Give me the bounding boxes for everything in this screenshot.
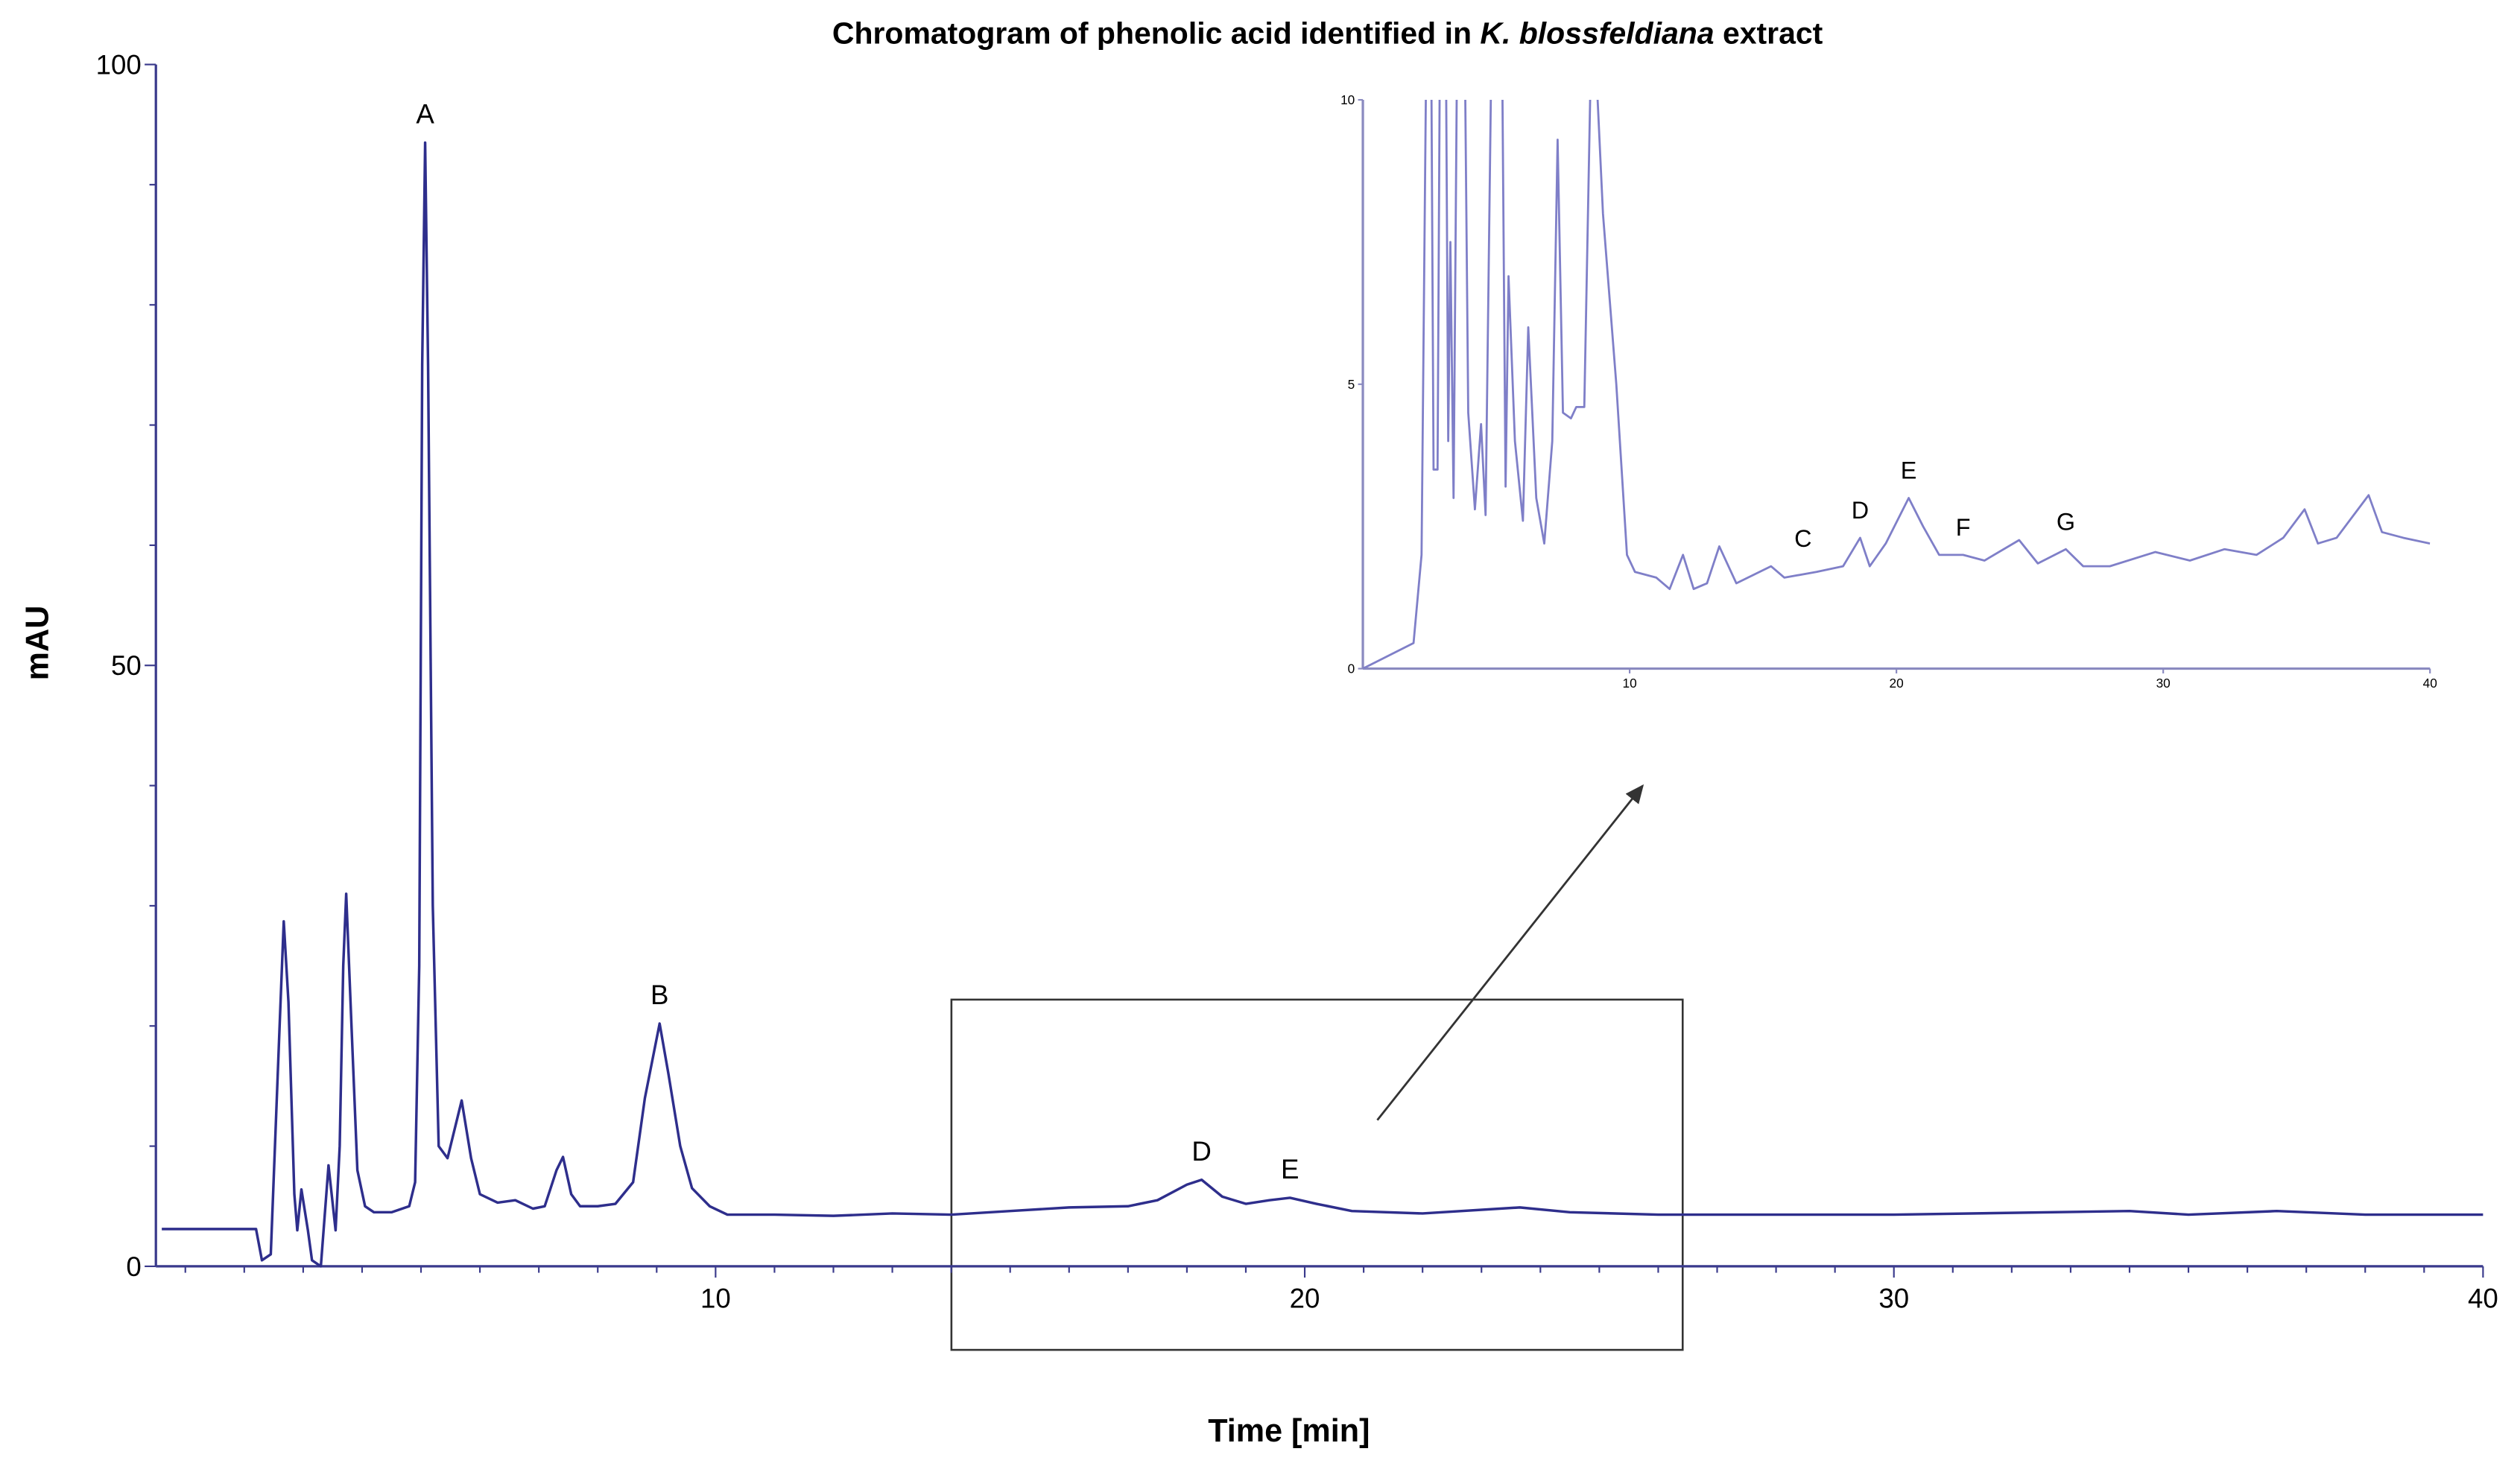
x-tick-label: 30 xyxy=(1878,1283,1909,1313)
y-tick-label: 100 xyxy=(96,49,142,80)
y-tick-label: 0 xyxy=(126,1251,141,1282)
x-tick-label: 40 xyxy=(2468,1283,2498,1313)
peak-label: E xyxy=(1901,457,1917,484)
x-tick-label: 10 xyxy=(1622,676,1636,691)
y-tick-label: 5 xyxy=(1348,377,1355,392)
y-tick-label: 10 xyxy=(1340,92,1355,107)
trace-line xyxy=(1363,100,2431,669)
peak-label: D xyxy=(1191,1136,1211,1167)
y-tick-label: 0 xyxy=(1348,661,1355,676)
x-tick-label: 20 xyxy=(1890,676,1904,691)
chart-title: Chromatogram of phenolic acid identified… xyxy=(832,16,1823,51)
title-species: K. blossfeldiana xyxy=(1480,16,1714,51)
peak-label: D xyxy=(1852,497,1869,524)
peak-label: E xyxy=(1281,1154,1299,1184)
y-tick-label: 50 xyxy=(111,650,142,681)
x-tick-label: 20 xyxy=(1290,1283,1320,1313)
peak-label: G xyxy=(2057,508,2075,535)
peak-label: F xyxy=(1956,514,1971,541)
zoom-box xyxy=(950,998,1684,1351)
y-axis-label: mAU xyxy=(20,606,56,681)
peak-label: B xyxy=(650,980,668,1010)
trace-line xyxy=(162,141,2483,1268)
zoom-arrow xyxy=(1376,784,1644,1121)
x-tick-label: 40 xyxy=(2423,676,2437,691)
title-text: Chromatogram of phenolic acid identified… xyxy=(832,16,1472,51)
title-text: extract xyxy=(1723,16,1823,51)
x-axis-label: Time [min] xyxy=(1208,1413,1370,1449)
x-tick-label: 10 xyxy=(700,1283,731,1313)
peak-label: C xyxy=(1794,525,1811,552)
peak-label: A xyxy=(416,99,434,130)
x-tick-label: 30 xyxy=(2156,676,2171,691)
